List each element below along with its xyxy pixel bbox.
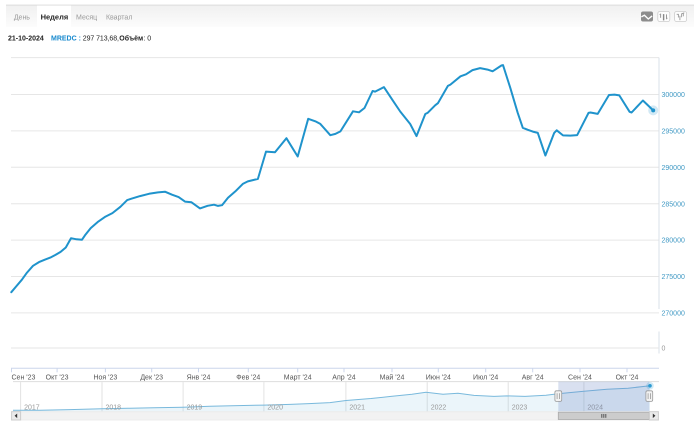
svg-text:2017: 2017 (24, 404, 40, 411)
svg-text:Объём: Объём (119, 35, 143, 43)
svg-text:2018: 2018 (106, 404, 122, 411)
svg-text:Авг '24: Авг '24 (522, 375, 544, 382)
svg-text:2023: 2023 (512, 404, 528, 411)
svg-text:День: День (14, 14, 30, 21)
svg-text:Март '24: Март '24 (284, 375, 312, 382)
svg-text:Фев '24: Фев '24 (236, 375, 260, 382)
svg-text:295000: 295000 (662, 129, 685, 136)
svg-text:MREDC :: MREDC : (51, 36, 81, 43)
svg-text:297 713,68,: 297 713,68, (83, 36, 119, 43)
svg-text:Окт '24: Окт '24 (616, 375, 639, 382)
svg-text:Дек '23: Дек '23 (140, 375, 163, 382)
svg-text:Июн '24: Июн '24 (426, 375, 451, 382)
svg-text:0: 0 (662, 346, 666, 353)
svg-text:Неделя: Неделя (41, 12, 69, 21)
svg-text:2020: 2020 (267, 404, 283, 411)
svg-text:280000: 280000 (662, 238, 685, 245)
svg-text:275000: 275000 (662, 274, 685, 281)
svg-text:2024: 2024 (587, 404, 603, 411)
svg-text:2019: 2019 (187, 404, 203, 411)
svg-text:300000: 300000 (662, 92, 685, 99)
svg-text:: 0: : 0 (143, 36, 151, 43)
svg-text:2021: 2021 (349, 404, 365, 411)
svg-text:Месяц: Месяц (76, 14, 97, 21)
svg-text:285000: 285000 (662, 201, 685, 208)
svg-text:Окт '23: Окт '23 (46, 375, 69, 382)
svg-text:290000: 290000 (662, 165, 685, 172)
svg-text:Сен '23: Сен '23 (12, 375, 36, 382)
svg-text:Янв '24: Янв '24 (187, 375, 211, 382)
svg-text:Апр '24: Апр '24 (332, 375, 356, 382)
svg-text:Май '24: Май '24 (380, 374, 405, 382)
svg-text:Июл '24: Июл '24 (473, 375, 498, 382)
svg-text:21-10-2024: 21-10-2024 (8, 36, 44, 43)
svg-text:Сен '24: Сен '24 (568, 375, 592, 382)
svg-text:Ноя '23: Ноя '23 (93, 375, 117, 382)
svg-text:270000: 270000 (662, 311, 685, 318)
svg-text:2022: 2022 (431, 404, 447, 411)
svg-text:Квартал: Квартал (106, 14, 132, 21)
